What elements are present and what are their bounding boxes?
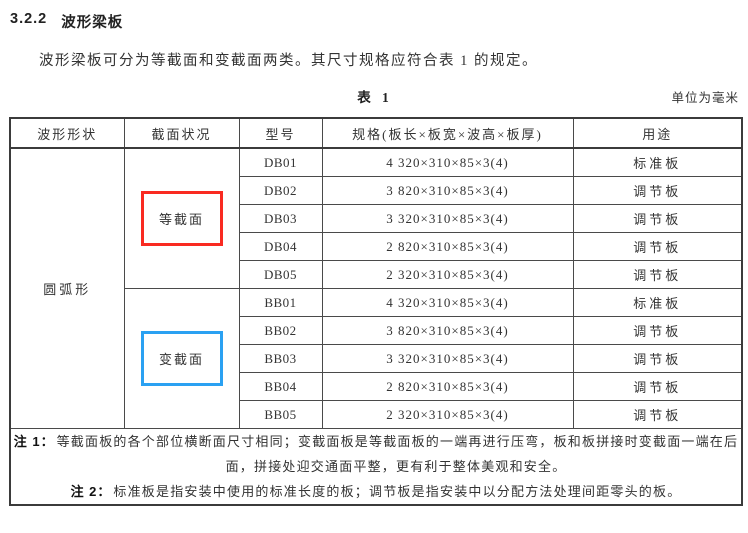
spec-cell: 2 820×310×85×3(4): [321, 232, 574, 261]
model-cell: BB02: [238, 316, 323, 345]
header-section-condition: 截面状况: [123, 117, 240, 149]
model-cell: DB02: [238, 176, 323, 205]
table-row: DB03 3 320×310×85×3(4) 调节板: [10, 204, 743, 233]
spec-cell: 2 320×310×85×3(4): [321, 260, 574, 289]
spec-cell: 4 320×310×85×3(4): [321, 288, 574, 317]
spec-cell: 3 320×310×85×3(4): [321, 344, 574, 373]
usage-cell: 调节板: [572, 176, 743, 205]
table-row: DB05 2 320×310×85×3(4) 调节板: [10, 260, 743, 289]
document-page: 3.2.2 波形梁板 波形梁板可分为等截面和变截面两类。其尺寸规格应符合表 1 …: [0, 11, 748, 533]
model-cell: BB03: [238, 344, 323, 373]
model-cell: BB04: [238, 372, 323, 401]
spec-table: 波形形状 截面状况 型号 规格(板长×板宽×波高×板厚) 用途 圆弧形 等截面 …: [9, 117, 743, 506]
usage-cell: 调节板: [572, 344, 743, 373]
spec-cell: 2 320×310×85×3(4): [321, 400, 574, 429]
note-1: 注 1： 等截面板的各个部位横断面尺寸相同；变截面板是等截面板的一端再进行压弯，板…: [11, 429, 741, 479]
notes-row: 注 1： 等截面板的各个部位横断面尺寸相同；变截面板是等截面板的一端再进行压弯，板…: [9, 428, 743, 506]
usage-cell: 调节板: [572, 260, 743, 289]
table-header-row: 波形形状 截面状况 型号 规格(板长×板宽×波高×板厚) 用途: [9, 117, 743, 149]
usage-cell: 调节板: [572, 316, 743, 345]
model-cell: DB03: [238, 204, 323, 233]
table-row: 圆弧形 等截面 DB01 4 320×310×85×3(4) 标准板: [9, 147, 743, 429]
header-spec: 规格(板长×板宽×波高×板厚): [321, 117, 574, 149]
equal-section-cell: 等截面: [123, 147, 240, 289]
note-1-label: 注 1：: [13, 434, 55, 449]
spec-cell: 2 820×310×85×3(4): [321, 372, 574, 401]
note-2: 注 2： 标准板是指安装中使用的标准长度的板；调节板是指安装中以分配方法处理间距零…: [11, 479, 741, 504]
model-cell: DB05: [238, 260, 323, 289]
shape-cell: 圆弧形: [9, 147, 125, 429]
section-title: 波形梁板: [61, 15, 124, 31]
usage-cell: 标准板: [572, 147, 743, 177]
section-heading: 3.2.2 波形梁板: [10, 11, 748, 32]
table-row: 变截面 BB01 4 320×310×85×3(4) 标准板: [10, 288, 743, 429]
table-caption: 表 1: [357, 90, 393, 105]
usage-cell: 调节板: [572, 232, 743, 261]
table-row: DB02 3 820×310×85×3(4) 调节板: [10, 176, 743, 205]
note-1-text: 等截面板的各个部位横断面尺寸相同；变截面板是等截面板的一端再进行压弯，板和板拼接…: [56, 434, 739, 474]
intro-paragraph: 波形梁板可分为等截面和变截面两类。其尺寸规格应符合表 1 的规定。: [39, 53, 538, 69]
note-2-label: 注 2：: [70, 484, 112, 499]
header-wave-shape: 波形形状: [9, 117, 125, 149]
model-cell: BB01: [238, 288, 323, 317]
section-number: 3.2.2: [10, 11, 48, 27]
usage-cell: 标准板: [572, 288, 743, 317]
table-caption-row: 表 1 单位为毫米: [9, 86, 741, 105]
usage-cell: 调节板: [572, 400, 743, 429]
header-usage: 用途: [572, 117, 743, 149]
usage-cell: 调节板: [572, 204, 743, 233]
variable-section-cell: 变截面: [123, 288, 240, 429]
table-row: DB04 2 820×310×85×3(4) 调节板: [10, 232, 743, 261]
spec-cell: 4 320×310×85×3(4): [321, 147, 574, 177]
usage-cell: 调节板: [572, 372, 743, 401]
table-row: BB05 2 320×310×85×3(4) 调节板: [10, 400, 743, 429]
variable-section-highlight-box: 变截面: [140, 331, 223, 386]
table-row: BB03 3 320×310×85×3(4) 调节板: [10, 344, 743, 373]
note-2-text: 标准板是指安装中使用的标准长度的板；调节板是指安装中以分配方法处理间距零头的板。: [113, 484, 682, 499]
spec-cell: 3 820×310×85×3(4): [321, 176, 574, 205]
spec-cell: 3 820×310×85×3(4): [321, 316, 574, 345]
model-cell: DB04: [238, 232, 323, 261]
table-row: BB04 2 820×310×85×3(4) 调节板: [10, 372, 743, 401]
spec-cell: 3 320×310×85×3(4): [321, 204, 574, 233]
unit-note: 单位为毫米: [671, 91, 739, 105]
model-cell: DB01: [238, 147, 323, 177]
header-model: 型号: [238, 117, 323, 149]
model-cell: BB05: [238, 400, 323, 429]
equal-section-highlight-box: 等截面: [140, 191, 223, 246]
table-row: BB02 3 820×310×85×3(4) 调节板: [10, 316, 743, 345]
notes-cell: 注 1： 等截面板的各个部位横断面尺寸相同；变截面板是等截面板的一端再进行压弯，板…: [9, 428, 743, 506]
